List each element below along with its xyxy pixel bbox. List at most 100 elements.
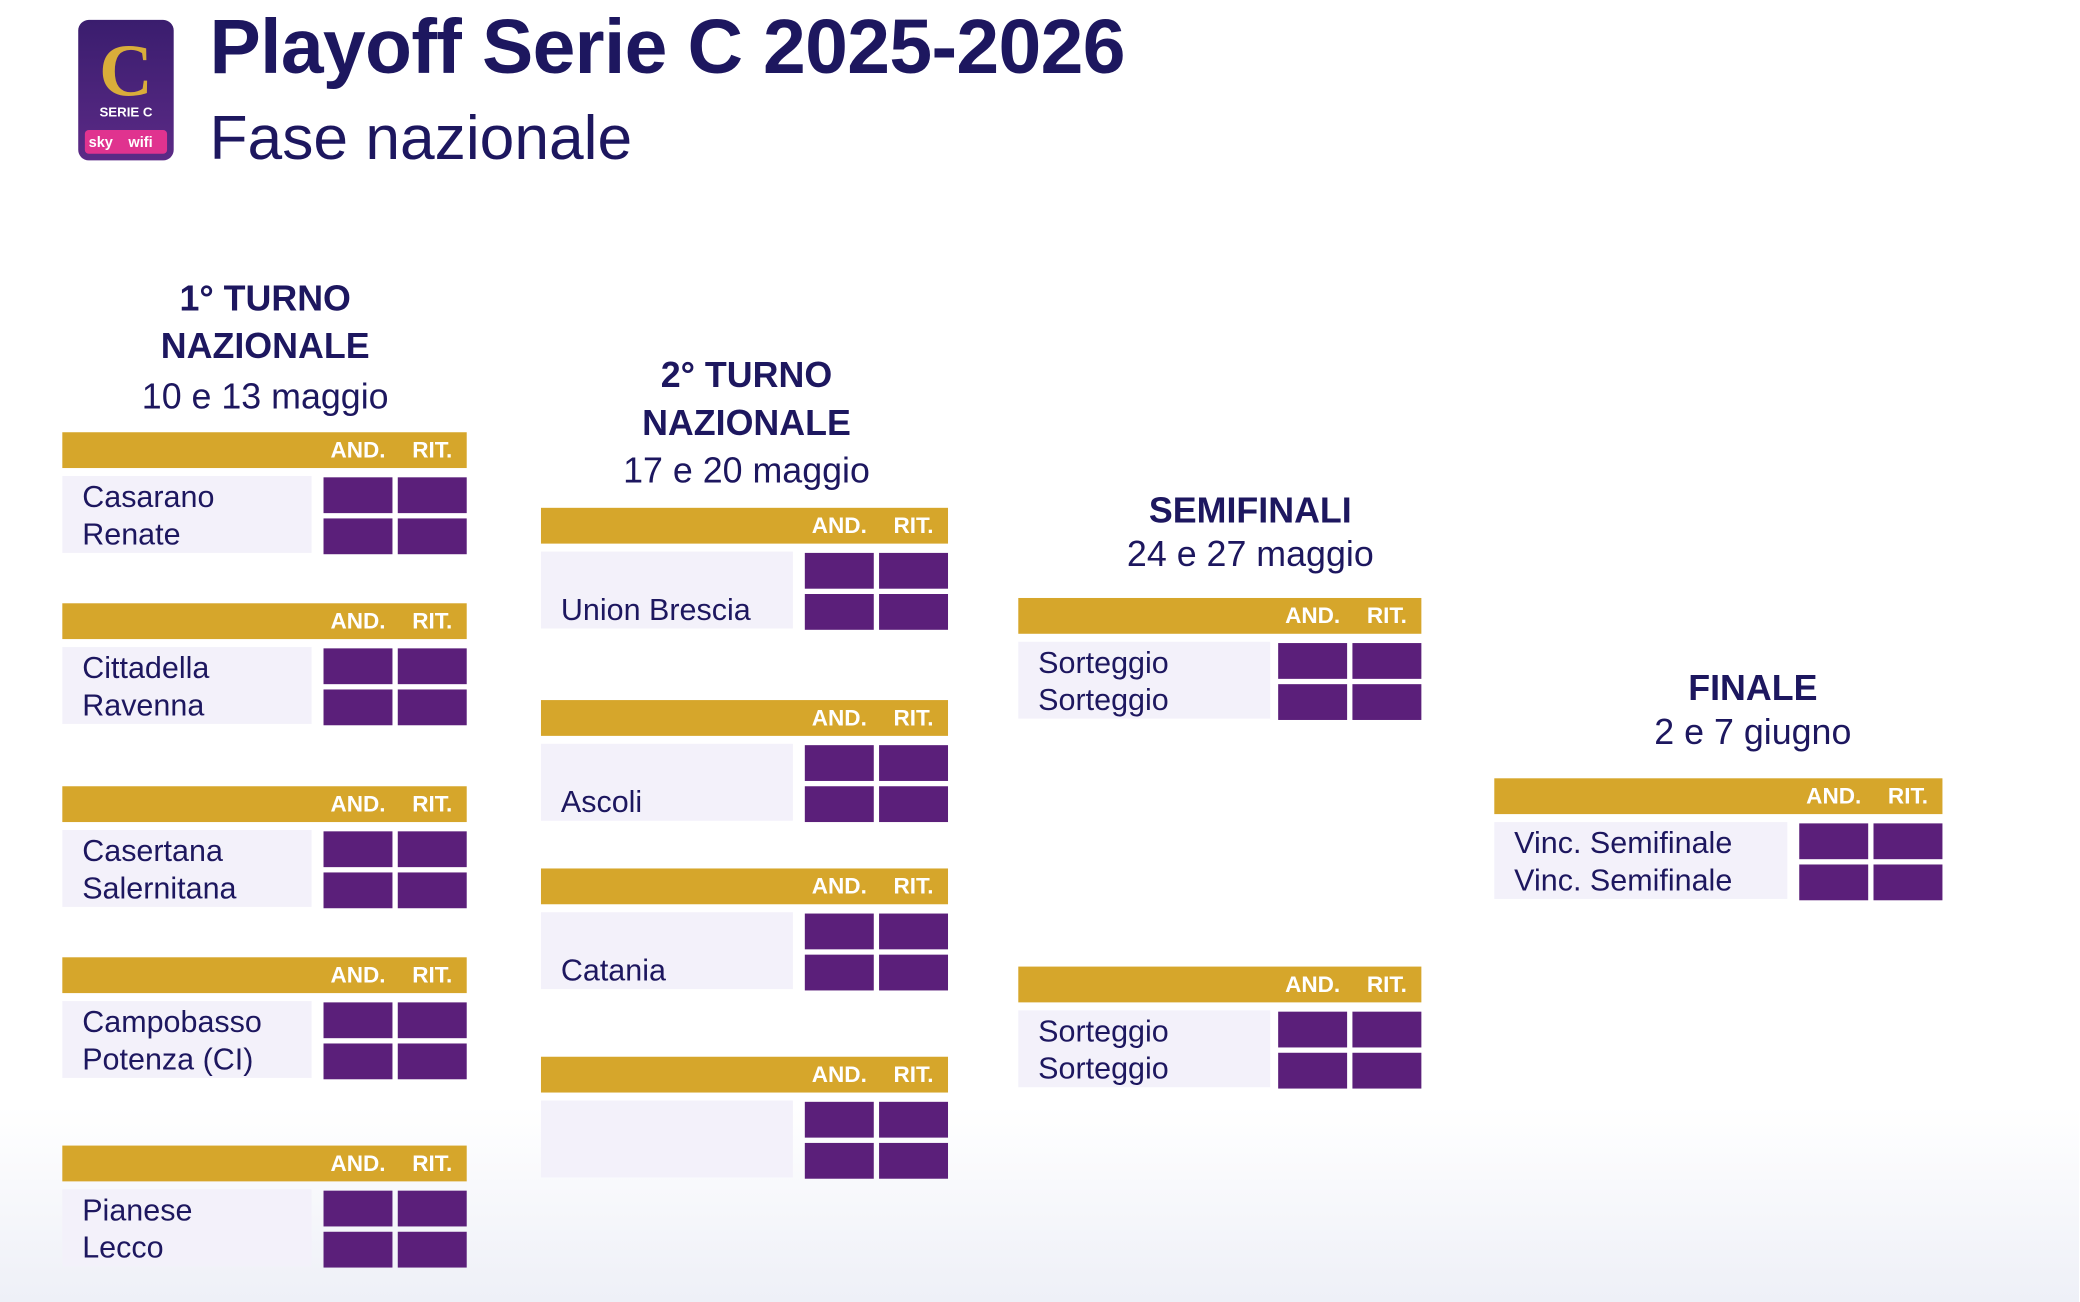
score-box (804, 913, 874, 950)
score-box (397, 1002, 467, 1039)
score-box (804, 552, 874, 589)
round-title: NAZIONALE (160, 326, 370, 366)
team-name: Vinc. Semifinale (1514, 825, 1733, 860)
column-label: AND. (811, 513, 867, 539)
score-box (397, 477, 467, 514)
column-label: RIT. (893, 705, 934, 731)
match-header (540, 507, 949, 544)
team-name: Sorteggio (1038, 1013, 1169, 1049)
match-header (540, 1056, 949, 1093)
team-box (1018, 641, 1271, 719)
round-dates: 24 e 27 maggio (1126, 534, 1374, 575)
team-name: Potenza (CI) (82, 1041, 254, 1076)
team-name: Catania (560, 952, 666, 988)
column-label: AND. (1285, 603, 1341, 629)
svg-text:C: C (99, 30, 153, 112)
round-title: 1° TURNO (179, 278, 351, 319)
team-box (540, 1100, 793, 1178)
score-box (1278, 684, 1348, 720)
score-box (1278, 643, 1348, 679)
column-label: RIT. (412, 962, 453, 988)
team-name: Salernitana (82, 870, 237, 905)
round-dates: 2 e 7 giugno (1654, 712, 1852, 752)
score-box (323, 872, 393, 909)
score-box (397, 1043, 467, 1080)
team-name: Union Brescia (560, 592, 751, 627)
team-name: Casertana (82, 833, 223, 868)
page-subtitle: Fase nazionale (209, 102, 633, 173)
score-box (1873, 864, 1943, 901)
column-label: RIT. (893, 1062, 934, 1088)
team-box (540, 551, 793, 629)
round-title: 2° TURNO (660, 355, 833, 396)
column-label: RIT. (893, 873, 934, 899)
score-box (397, 831, 467, 868)
page-title: Playoff Serie C 2025-2026 (209, 3, 1125, 91)
score-box (879, 786, 949, 823)
score-box (397, 1190, 467, 1227)
logo-league: SERIE C (99, 105, 152, 120)
score-box (879, 954, 949, 991)
team-name: Ascoli (560, 784, 643, 819)
team-name: Sorteggio (1038, 645, 1169, 680)
match-header (1018, 597, 1422, 634)
team-box (62, 475, 312, 553)
score-box (323, 1043, 393, 1080)
score-box (804, 1142, 874, 1179)
team-name: Cittadella (82, 650, 210, 685)
score-box (397, 518, 467, 555)
score-box (323, 648, 393, 685)
score-box (1278, 1052, 1348, 1089)
team-box (62, 647, 312, 724)
score-box (1799, 864, 1869, 901)
score-box (804, 745, 874, 781)
column-label: RIT. (893, 513, 934, 539)
team-name: Renate (82, 516, 181, 551)
team-name: Sorteggio (1038, 682, 1169, 717)
column-label: AND. (330, 1150, 386, 1177)
score-box (1352, 684, 1422, 720)
column-label: RIT. (412, 437, 453, 463)
column-label: AND. (811, 1062, 867, 1088)
team-name: Pianese (82, 1192, 193, 1228)
team-name: Casarano (82, 479, 215, 514)
match-header (62, 786, 467, 823)
column-label: RIT. (412, 1150, 453, 1177)
score-box (1278, 1011, 1348, 1048)
column-label: RIT. (1887, 783, 1929, 809)
match-header (62, 957, 467, 994)
round-title: NAZIONALE (642, 403, 851, 443)
score-box (323, 689, 393, 726)
score-box (879, 1142, 949, 1179)
column-label: AND. (811, 873, 867, 899)
team-box (62, 1189, 312, 1267)
column-label: AND. (330, 437, 386, 463)
team-name: Lecco (82, 1229, 164, 1265)
score-box (879, 552, 949, 589)
score-box (804, 954, 874, 991)
score-box (1352, 643, 1422, 679)
score-box (323, 477, 393, 514)
column-label: RIT. (412, 608, 453, 634)
round-title: SEMIFINALI (1148, 490, 1352, 531)
round-title: FINALE (1688, 668, 1818, 709)
match-header (540, 868, 949, 905)
column-label: AND. (1806, 783, 1862, 809)
score-box (323, 1002, 393, 1039)
column-label: RIT. (1366, 603, 1407, 629)
score-box (804, 786, 874, 823)
round-dates: 10 e 13 maggio (141, 376, 389, 417)
score-box (879, 1101, 949, 1138)
score-box (323, 1190, 393, 1227)
score-box (323, 831, 393, 868)
column-label: AND. (330, 608, 386, 634)
match-header (1018, 966, 1422, 1003)
team-box (540, 743, 793, 821)
team-name: Vinc. Semifinale (1514, 862, 1733, 897)
logo: C SERIE C sky wifi (78, 19, 174, 161)
team-box (62, 830, 312, 907)
score-box (1799, 823, 1869, 860)
column-label: AND. (1285, 971, 1341, 998)
team-box (62, 1001, 312, 1078)
